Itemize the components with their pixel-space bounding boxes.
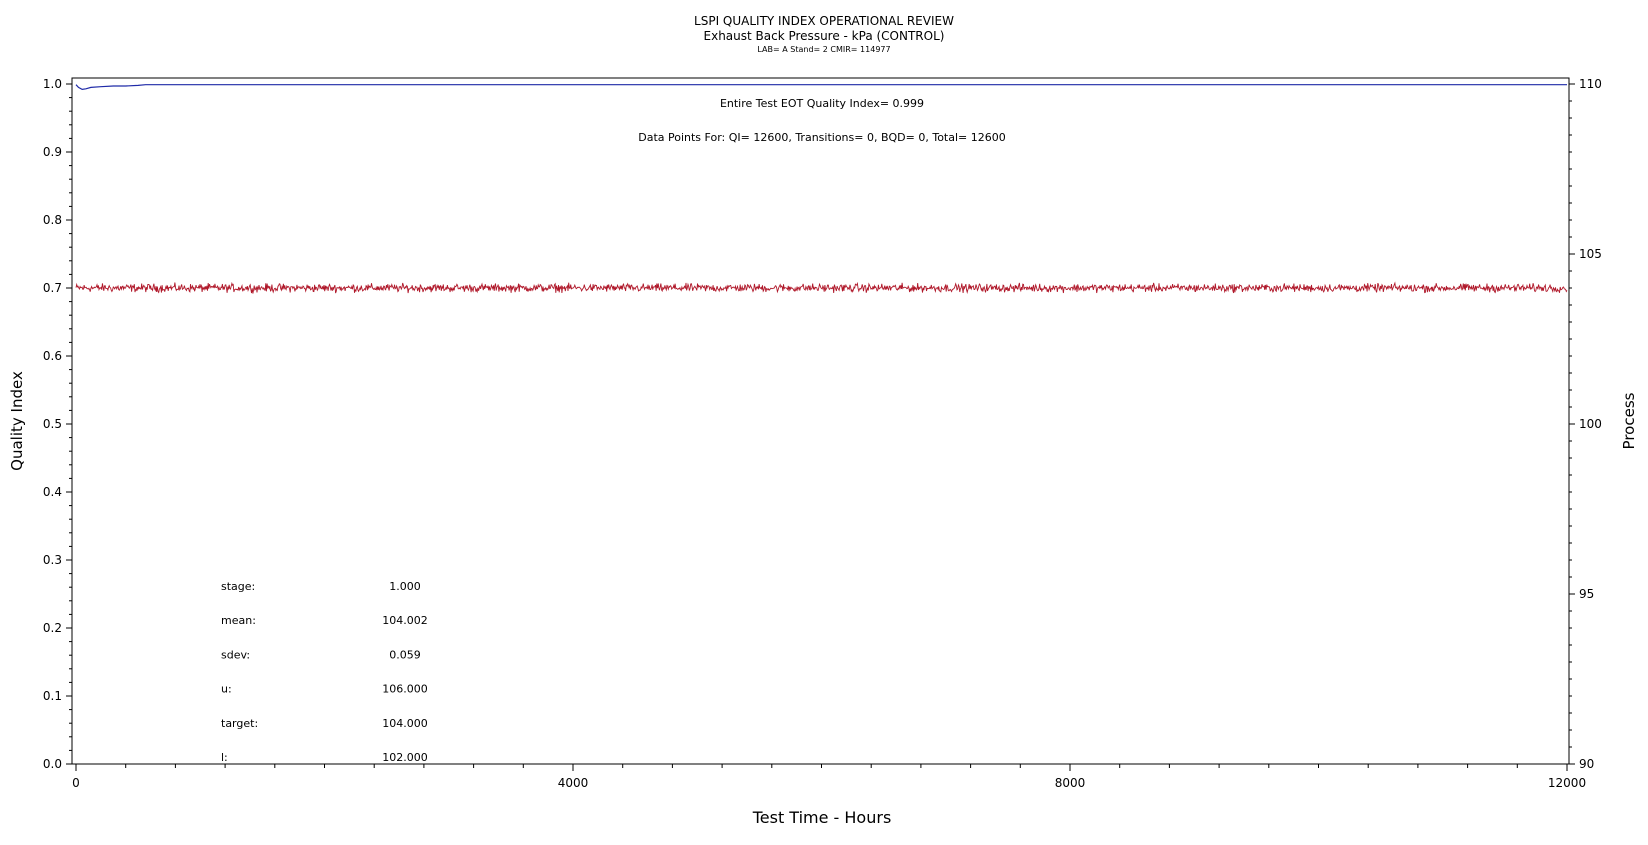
y-left-tick-label: 0.8 bbox=[43, 213, 62, 227]
y-right-tick-label: 110 bbox=[1579, 77, 1602, 91]
right-axis: 90 95 100 105 110 bbox=[1569, 77, 1602, 771]
chart-subtitle: Exhaust Back Pressure - kPa (CONTROL) bbox=[703, 29, 945, 43]
x-tick-label: 0 bbox=[72, 776, 80, 790]
stat-label: mean: bbox=[221, 614, 256, 627]
x-tick-label: 8000 bbox=[1055, 776, 1086, 790]
stat-label: target: bbox=[221, 717, 258, 730]
stat-value: 104.000 bbox=[382, 717, 428, 730]
chart-title: LSPI QUALITY INDEX OPERATIONAL REVIEW bbox=[694, 14, 954, 28]
plot-frame bbox=[71, 77, 1570, 765]
series-layer bbox=[75, 84, 1568, 294]
y-left-tick-label: 0.7 bbox=[43, 281, 62, 295]
y-left-tick-label: 0.6 bbox=[43, 349, 62, 363]
y-right-tick-label: 95 bbox=[1579, 587, 1594, 601]
y-left-tick-label: 0.0 bbox=[43, 757, 62, 771]
y-right-label: Process bbox=[1620, 392, 1638, 449]
stat-label: l: bbox=[221, 751, 228, 764]
data-points-annotation: Data Points For: QI= 12600, Transitions=… bbox=[638, 131, 1006, 144]
process-trace-line bbox=[75, 281, 1568, 294]
quality-index-line bbox=[75, 84, 1567, 91]
stats-table: stage: 1.000 mean: 104.002 sdev: 0.059 u: 106.0… bbox=[221, 580, 428, 764]
stat-value: 1.000 bbox=[389, 580, 421, 593]
chart-info-line: LAB= A Stand= 2 CMIR= 114977 bbox=[757, 45, 891, 54]
y-left-tick-label: 0.1 bbox=[43, 689, 62, 703]
y-left-tick-label: 0.9 bbox=[43, 145, 62, 159]
x-tick-label: 12000 bbox=[1548, 776, 1586, 790]
stat-value: 106.000 bbox=[382, 683, 428, 696]
y-left-tick-label: 0.5 bbox=[43, 417, 62, 431]
left-axis: 0.0 0.1 0.2 0.3 0.4 0.5 0.6 0.7 0.8 0.9 1.0 bbox=[43, 77, 72, 771]
stat-value: 102.000 bbox=[382, 751, 428, 764]
stat-label: stage: bbox=[221, 580, 255, 593]
stat-label: sdev: bbox=[221, 648, 250, 661]
eot-annotation: Entire Test EOT Quality Index= 0.999 bbox=[720, 97, 924, 110]
stat-label: u: bbox=[221, 683, 232, 696]
y-left-label: Quality Index bbox=[8, 371, 26, 471]
x-tick-label: 4000 bbox=[558, 776, 589, 790]
y-left-tick-label: 1.0 bbox=[43, 77, 62, 91]
y-left-tick-label: 0.3 bbox=[43, 553, 62, 567]
y-right-tick-label: 90 bbox=[1579, 757, 1594, 771]
y-left-tick-label: 0.2 bbox=[43, 621, 62, 635]
y-left-tick-label: 0.4 bbox=[43, 485, 62, 499]
x-axis: 0 4000 8000 12000 bbox=[72, 764, 1586, 790]
stat-value: 104.002 bbox=[382, 614, 428, 627]
x-label: Test Time - Hours bbox=[752, 808, 892, 827]
y-right-tick-label: 105 bbox=[1579, 247, 1602, 261]
y-right-tick-label: 100 bbox=[1579, 417, 1602, 431]
stat-value: 0.059 bbox=[389, 648, 421, 661]
